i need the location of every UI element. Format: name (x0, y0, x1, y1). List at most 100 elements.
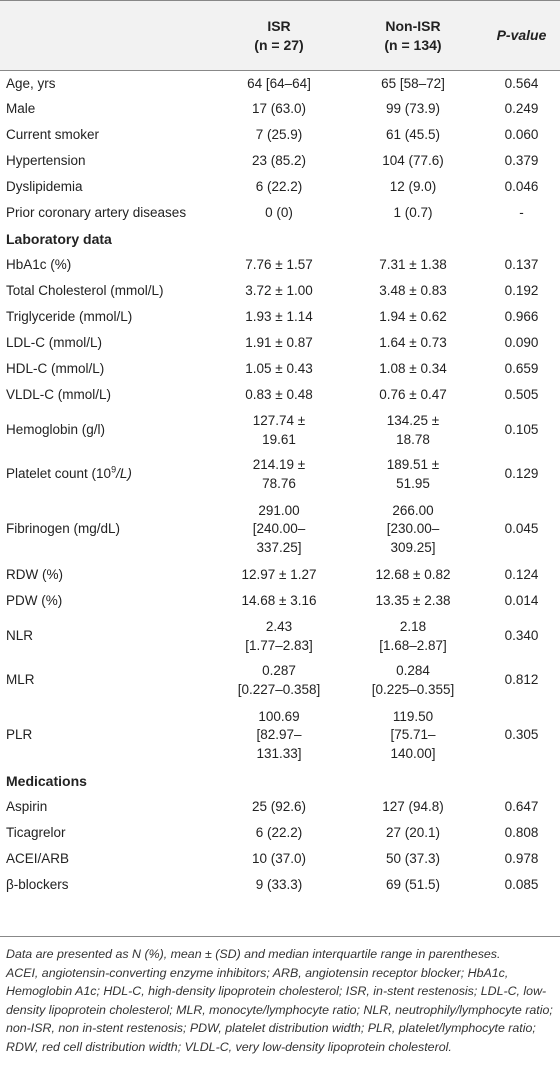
pvalue: 0.014 (504, 593, 539, 609)
cell-line: 189.51 ± (386, 457, 440, 472)
row-label-cell: Dyslipidemia (0, 175, 215, 201)
row-label-cell: β-blockers (0, 873, 215, 899)
isr-cell: 7 (25.9) (215, 123, 343, 149)
cell-value: 0.76 ± 0.47 (379, 387, 447, 403)
table-row: Platelet count (109/L) 214.19 ± 78.76 189.5… (0, 453, 560, 497)
nonisr-cell: 27 (20.1) (343, 821, 483, 847)
cell-value: 17 (63.0) (251, 101, 307, 117)
row-label: VLDL-C (mmol/L) (6, 387, 112, 403)
pvalue-cell: 0.647 (483, 795, 560, 821)
cell-value: 3.48 ± 0.83 (379, 283, 447, 299)
pvalue: 0.085 (504, 877, 539, 893)
row-label-cell: MLR (0, 659, 215, 703)
isr-cell: 291.00 [240.00– 337.25] (215, 497, 343, 563)
pvalue: 0.060 (504, 127, 539, 143)
pvalue: 0.305 (504, 727, 539, 743)
footnote-line2: ACEI, angiotensin-converting enzyme inhi… (6, 965, 553, 1054)
isr-cell: 7.76 ± 1.57 (215, 253, 343, 279)
row-label: Ticagrelor (6, 825, 66, 841)
cell-line: [0.225–0.355] (371, 681, 455, 697)
cell-value: 7.76 ± 1.57 (245, 257, 313, 273)
cell-value: 61 (45.5) (385, 127, 441, 143)
row-label: Fibrinogen (mg/dL) (6, 521, 121, 537)
table-row: Male 17 (63.0) 99 (73.9) 0.249 (0, 97, 560, 123)
pvalue-cell: 0.046 (483, 175, 560, 201)
cell-value: 27 (20.1) (385, 825, 441, 841)
pvalue-cell: 0.340 (483, 615, 560, 659)
row-label: NLR (6, 628, 34, 644)
isr-cell: 100.69 [82.97– 131.33] (215, 703, 343, 769)
nonisr-cell: 1.94 ± 0.62 (343, 305, 483, 331)
isr-cell: 0 (0) (215, 201, 343, 227)
table-row: PDW (%) 14.68 ± 3.16 13.35 ± 2.38 0.014 (0, 589, 560, 615)
cell-value: 12.68 ± 0.82 (375, 567, 451, 583)
pvalue-cell: 0.124 (483, 563, 560, 589)
table-row: Hemoglobin (g/l) 127.74 ± 19.61 134.25 ± 18.… (0, 409, 560, 453)
row-label: Prior coronary artery diseases (6, 205, 187, 221)
pvalue: 0.812 (504, 672, 539, 688)
pvalue-cell: 0.105 (483, 409, 560, 453)
cell-value: 6 (22.2) (255, 179, 303, 195)
row-label: Dyslipidemia (6, 179, 83, 195)
nonisr-cell: 134.25 ± 18.78 (343, 409, 483, 453)
pvalue: 0.340 (504, 628, 539, 644)
row-label-cell: Aspirin (0, 795, 215, 821)
pvalue-cell: 0.085 (483, 873, 560, 899)
row-label-cell: HDL-C (mmol/L) (0, 357, 215, 383)
pvalue-cell: 0.978 (483, 847, 560, 873)
pvalue: 0.505 (504, 387, 539, 403)
footnote: Data are presented as N (%), mean ± (SD)… (6, 945, 554, 1057)
row-label: Aspirin (6, 799, 48, 815)
section-heading: Laboratory data (6, 231, 112, 248)
pvalue: 0.137 (504, 257, 539, 273)
row-label: Current smoker (6, 127, 100, 143)
pvalue: 0.192 (504, 283, 539, 299)
pvalue: 0.379 (504, 153, 539, 169)
cell-line: 266.00 (392, 502, 434, 518)
cell-value: 127 (94.8) (382, 799, 444, 815)
nonisr-cell: 50 (37.3) (343, 847, 483, 873)
cell-value: 14.68 ± 3.16 (241, 593, 317, 609)
header-isr: ISR (n = 27) (215, 0, 343, 71)
table-row: Triglyceride (mmol/L) 1.93 ± 1.14 1.94 ± 0… (0, 305, 560, 331)
row-label-cell: ACEI/ARB (0, 847, 215, 873)
row-label: Male (6, 101, 36, 117)
row-label: Hypertension (6, 153, 86, 169)
pvalue: 0.249 (504, 101, 539, 117)
row-label: RDW (%) (6, 567, 63, 583)
table-row: Ticagrelor 6 (22.2) 27 (20.1) 0.808 (0, 821, 560, 847)
nonisr-cell: 12 (9.0) (343, 175, 483, 201)
nonisr-cell: 12.68 ± 0.82 (343, 563, 483, 589)
row-label-cell: Total Cholesterol (mmol/L) (0, 279, 215, 305)
cell-line: 2.43 (265, 619, 293, 634)
table-row: RDW (%) 12.97 ± 1.27 12.68 ± 0.82 0.124 (0, 563, 560, 589)
pvalue-cell: 0.305 (483, 703, 560, 769)
pvalue-cell: 0.966 (483, 305, 560, 331)
row-label-cell: PLR (0, 703, 215, 769)
pvalue-cell: 0.129 (483, 453, 560, 497)
pvalue-cell: 0.808 (483, 821, 560, 847)
table-row: β-blockers 9 (33.3) 69 (51.5) 0.085 (0, 873, 560, 899)
row-label: Hemoglobin (g/l) (6, 422, 106, 438)
row-label-cell: Current smoker (0, 123, 215, 149)
pvalue-cell: 0.045 (483, 497, 560, 563)
cell-value: 3.72 ± 1.00 (245, 283, 313, 299)
pvalue: 0.659 (504, 361, 539, 377)
cell-line: 0.287 (262, 663, 296, 678)
cell-value: 7 (25.9) (255, 127, 303, 143)
row-label-cell: Hypertension (0, 149, 215, 175)
nonisr-cell: 0.284 [0.225–0.355] (343, 659, 483, 703)
pvalue-cell: 0.564 (483, 71, 560, 97)
cell-value: 0 (0) (265, 205, 293, 221)
nonisr-cell: 69 (51.5) (343, 873, 483, 899)
pvalue: 0.090 (504, 335, 539, 351)
isr-cell: 25 (92.6) (215, 795, 343, 821)
row-label-cell: Ticagrelor (0, 821, 215, 847)
section-row: Laboratory data (0, 227, 560, 253)
cell-value: 23 (85.2) (251, 153, 307, 169)
cell-value: 1.05 ± 0.43 (245, 361, 313, 377)
row-label-cell: Triglyceride (mmol/L) (0, 305, 215, 331)
row-label: Triglyceride (mmol/L) (6, 309, 133, 325)
section-heading: Medications (6, 773, 87, 790)
